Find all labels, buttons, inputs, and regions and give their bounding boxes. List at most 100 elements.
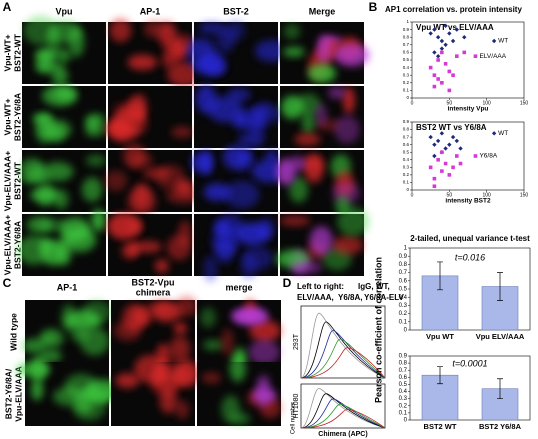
cell-signal xyxy=(167,61,201,87)
legend-entry: Y6/8A, xyxy=(338,293,362,302)
cell-signal xyxy=(254,101,273,117)
cell-signal xyxy=(294,133,321,146)
series-label: Y6/8A xyxy=(479,153,497,160)
cell-signal xyxy=(222,145,249,170)
cell-signal xyxy=(342,86,355,114)
y-tick-label: 0.2 xyxy=(399,311,408,317)
point xyxy=(447,173,452,177)
cell-signal xyxy=(257,374,271,391)
column-header: AP-1 xyxy=(140,6,161,16)
micrograph xyxy=(185,20,288,84)
cell-signal xyxy=(237,131,265,149)
y-tick-label: 0.5 xyxy=(403,149,410,154)
cell-signal xyxy=(51,66,69,85)
histogram-frame xyxy=(300,383,386,429)
cell-signal xyxy=(144,20,164,38)
cell-signal xyxy=(175,399,190,420)
y-tick-label: 0.8 xyxy=(403,34,410,39)
row-label: Wild type xyxy=(8,313,18,351)
cell-signal xyxy=(203,183,231,202)
cell-signal xyxy=(30,378,44,401)
row-label: BST2-Y6/8A/ xyxy=(3,368,13,419)
micrograph xyxy=(111,354,199,426)
plot-frame xyxy=(411,121,525,191)
y-tick-label: 0.5 xyxy=(403,57,410,62)
cell-signal xyxy=(229,355,246,382)
panel-title: AP1 correlation vs. protein intensity xyxy=(385,5,522,14)
point xyxy=(451,73,455,77)
point xyxy=(443,23,448,28)
y-tick-label: 0.2 xyxy=(403,80,410,85)
micrograph xyxy=(106,86,194,148)
x-tick-label: 50 xyxy=(447,100,453,106)
cell-signal xyxy=(200,307,216,328)
point xyxy=(428,31,433,36)
row-label: BST2-WT xyxy=(12,161,22,200)
micrograph xyxy=(280,22,370,84)
micrograph xyxy=(108,18,201,87)
point xyxy=(432,73,437,77)
cell-signal xyxy=(166,188,201,204)
point xyxy=(443,62,448,66)
series-label: ELV/AAA xyxy=(479,53,506,60)
row-label: 293T xyxy=(293,333,300,350)
y-tick-label: 0.8 xyxy=(403,127,410,132)
axis-label: Pearson co-efficient of correlation xyxy=(373,257,383,403)
cell-signal xyxy=(249,320,282,342)
micrograph xyxy=(22,85,108,148)
cell-signal xyxy=(289,176,309,203)
cell-signal xyxy=(81,177,103,202)
y-tick-label: 0.3 xyxy=(403,72,410,77)
series-label: WT xyxy=(498,130,508,137)
y-tick-label: 0.6 xyxy=(399,278,408,284)
cell-signal xyxy=(315,103,328,127)
cell-signal xyxy=(68,27,85,57)
point xyxy=(450,134,456,140)
column-header: Vpu xyxy=(56,6,73,16)
y-tick-label: 0.9 xyxy=(403,27,410,32)
x-tick-label: 100 xyxy=(482,192,491,198)
chart-title: Vpu WT vs ELV/AAA xyxy=(416,23,494,32)
y-tick-label: 0.7 xyxy=(403,42,410,47)
point xyxy=(439,131,445,136)
cell-signal xyxy=(240,253,257,280)
cell-signal xyxy=(85,113,100,128)
cell-signal xyxy=(316,35,332,64)
point xyxy=(458,161,463,166)
y-tick-label: 1 xyxy=(404,246,408,252)
cell-signal xyxy=(110,113,137,143)
y-tick-label: 0 xyxy=(404,418,408,424)
cell-signal xyxy=(301,111,316,135)
micrograph xyxy=(276,206,370,276)
cell-signal xyxy=(302,155,324,171)
cell-signal xyxy=(279,215,311,227)
row-label: Vpu-ELV/AAA+ xyxy=(2,215,12,276)
error-bar xyxy=(437,261,443,291)
x-tick-label: 150 xyxy=(520,192,529,198)
y-tick-label: 0.7 xyxy=(403,134,410,139)
x-tick-label: 50 xyxy=(447,192,453,198)
point xyxy=(454,27,459,32)
panel-label: C xyxy=(3,276,12,290)
cell-signal xyxy=(154,258,169,274)
histogram-curve xyxy=(300,338,386,379)
point xyxy=(439,38,445,44)
micrograph xyxy=(104,143,201,215)
point xyxy=(432,50,437,55)
error-bar xyxy=(497,378,503,400)
point xyxy=(440,169,444,173)
cell-signal xyxy=(133,182,150,209)
annotation: t=0.016 xyxy=(455,252,485,262)
point xyxy=(428,165,433,170)
cell-signal xyxy=(41,332,58,344)
histogram-curve xyxy=(300,393,386,429)
error-bar xyxy=(437,366,443,385)
point xyxy=(443,42,448,47)
point xyxy=(447,142,452,147)
y-tick-label: 0.3 xyxy=(399,396,408,402)
x-tick-label: BST2 Y6/8A xyxy=(479,422,522,431)
histogram-curve xyxy=(300,409,386,429)
panel-label: A xyxy=(3,0,12,14)
point xyxy=(440,50,444,55)
